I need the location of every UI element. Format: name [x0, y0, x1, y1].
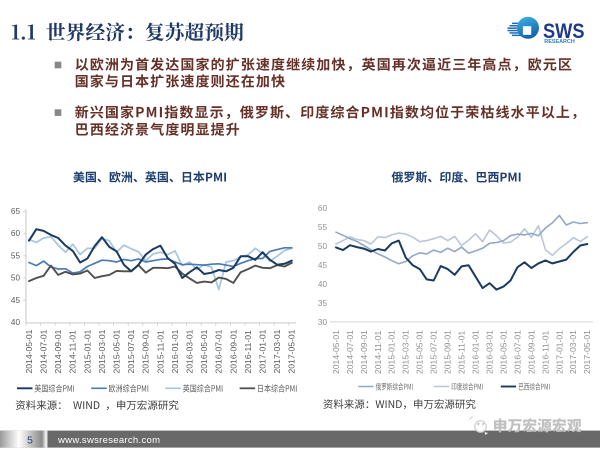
svg-text:2014-05-01: 2014-05-01	[24, 329, 34, 373]
svg-text:2016-11-01: 2016-11-01	[243, 330, 253, 374]
svg-text:2017-03-01: 2017-03-01	[272, 329, 282, 373]
svg-text:2017-05-01: 2017-05-01	[287, 329, 297, 373]
svg-text:50: 50	[318, 242, 328, 251]
svg-text:45: 45	[11, 296, 21, 305]
svg-text:2016-03-01: 2016-03-01	[485, 330, 495, 374]
svg-text:50: 50	[11, 274, 21, 283]
svg-text:2016-07-01: 2016-07-01	[512, 330, 522, 374]
svg-text:2014-11-01: 2014-11-01	[373, 330, 383, 374]
svg-text:2016-03-01: 2016-03-01	[185, 329, 195, 373]
svg-text:2015-09-01: 2015-09-01	[443, 330, 453, 374]
svg-text:2014-09-01: 2014-09-01	[359, 330, 369, 374]
svg-text:2015-05-01: 2015-05-01	[415, 330, 425, 374]
svg-text:2015-07-01: 2015-07-01	[429, 330, 439, 374]
svg-text:2015-11-01: 2015-11-01	[155, 330, 165, 374]
svg-text:5: 5	[27, 435, 33, 446]
svg-text:2015-01-01: 2015-01-01	[82, 329, 92, 373]
svg-text:2017-01-01: 2017-01-01	[258, 329, 268, 373]
svg-text:35: 35	[318, 299, 328, 308]
svg-text:2017-03-01: 2017-03-01	[568, 330, 578, 374]
svg-text:2014-05-01: 2014-05-01	[331, 330, 341, 374]
svg-text:2017-05-01: 2017-05-01	[582, 330, 592, 374]
svg-text:40: 40	[318, 280, 328, 289]
svg-text:2016-01-01: 2016-01-01	[170, 329, 180, 373]
svg-text:40: 40	[11, 318, 21, 327]
svg-text:2014-07-01: 2014-07-01	[345, 330, 355, 374]
svg-text:2015-07-01: 2015-07-01	[126, 329, 136, 373]
svg-text:2015-05-01: 2015-05-01	[112, 329, 122, 373]
svg-text:2014-09-01: 2014-09-01	[53, 329, 63, 373]
svg-text:2015-03-01: 2015-03-01	[401, 330, 411, 374]
svg-text:2014-07-01: 2014-07-01	[39, 329, 49, 373]
svg-text:2016-05-01: 2016-05-01	[498, 330, 508, 374]
svg-text:60: 60	[318, 204, 328, 213]
svg-text:2016-07-01: 2016-07-01	[214, 329, 224, 373]
svg-text:2016-09-01: 2016-09-01	[526, 330, 536, 374]
svg-text:2015-03-01: 2015-03-01	[97, 329, 107, 373]
svg-text:2017-01-01: 2017-01-01	[554, 330, 564, 374]
svg-text:SWS: SWS	[543, 20, 585, 43]
svg-text:2016-11-01: 2016-11-01	[540, 330, 550, 374]
svg-text:30: 30	[318, 318, 328, 327]
svg-text:2016-09-01: 2016-09-01	[228, 329, 238, 373]
svg-text:RESEARCH: RESEARCH	[544, 39, 575, 45]
svg-text:45: 45	[318, 261, 328, 270]
svg-text:65: 65	[11, 207, 21, 216]
svg-text:2015-11-01: 2015-11-01	[457, 330, 467, 374]
svg-text:2016-01-01: 2016-01-01	[471, 330, 481, 374]
svg-text:55: 55	[11, 251, 21, 260]
svg-text:55: 55	[318, 223, 328, 232]
svg-text:2016-05-01: 2016-05-01	[199, 329, 209, 373]
svg-text:2015-01-01: 2015-01-01	[387, 330, 397, 374]
svg-text:2014-11-01: 2014-11-01	[68, 330, 78, 374]
svg-text:2015-09-01: 2015-09-01	[141, 329, 151, 373]
svg-text:www.swsresearch.com: www.swsresearch.com	[57, 435, 160, 446]
svg-text:60: 60	[11, 229, 21, 238]
